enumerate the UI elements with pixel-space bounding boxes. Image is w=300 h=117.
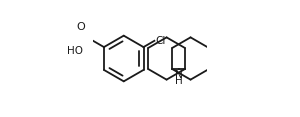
Text: O: O <box>77 22 85 32</box>
Text: N: N <box>175 70 182 80</box>
Text: H: H <box>175 76 182 86</box>
Text: Cl: Cl <box>155 36 165 46</box>
Text: HO: HO <box>67 46 83 56</box>
